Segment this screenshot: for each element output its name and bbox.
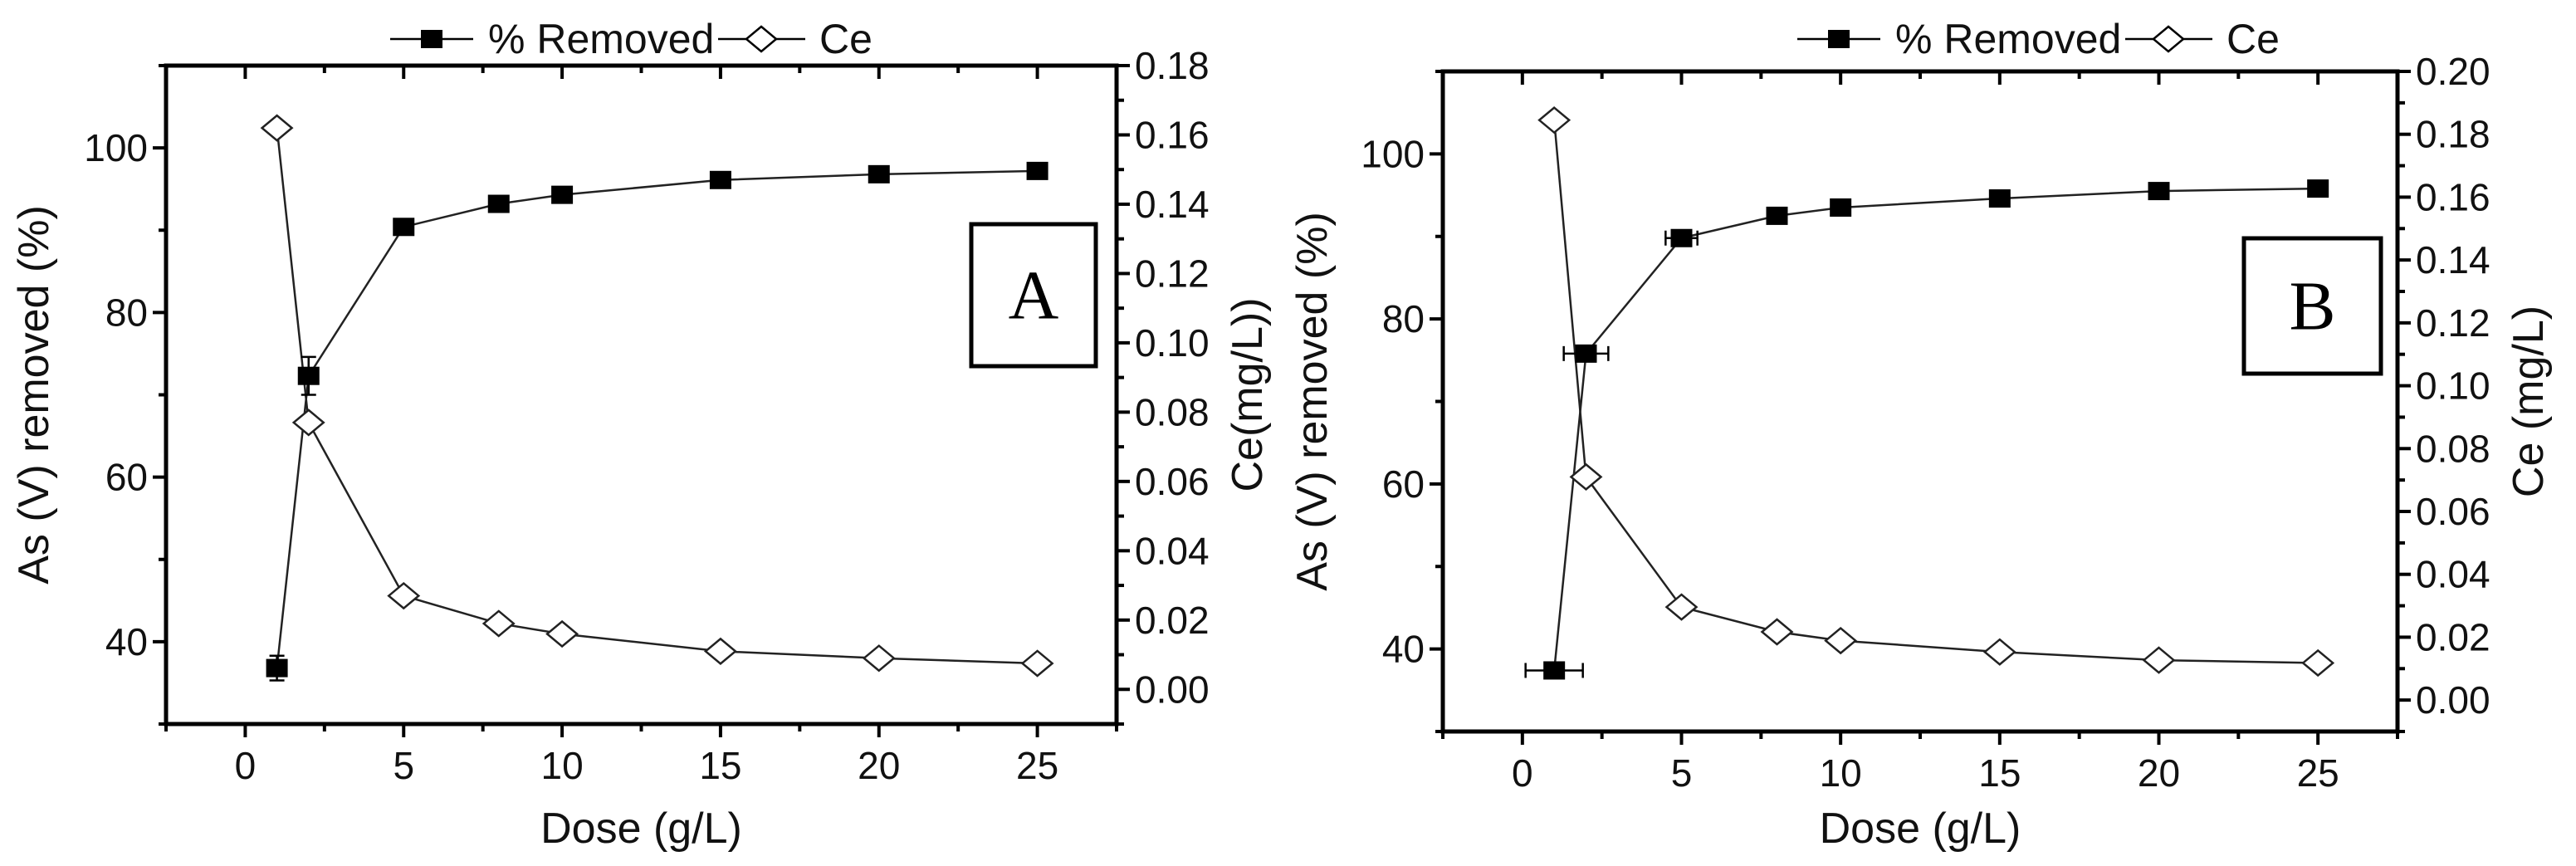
y-tick-label: 60 xyxy=(105,456,148,499)
y2-tick-label: 0.08 xyxy=(1135,390,1210,433)
marker-ce xyxy=(1664,593,1699,621)
marker-removed xyxy=(2148,182,2170,201)
marker-ce xyxy=(387,581,421,610)
marker-ce xyxy=(1982,638,2016,666)
panel-label-box xyxy=(969,222,1098,369)
marker-ce xyxy=(1569,462,1603,491)
marker-ce xyxy=(703,637,737,665)
y2-tick-label: 0.18 xyxy=(2416,113,2490,156)
x-tick-label: 15 xyxy=(699,744,741,787)
series-line-removed xyxy=(1552,187,2319,671)
legend-label-ce: Ce xyxy=(2227,16,2280,62)
marker-removed xyxy=(551,185,574,204)
marker-ce xyxy=(545,619,579,648)
marker-ce xyxy=(1760,618,1794,646)
legend-label-ce: Ce xyxy=(819,16,873,62)
y-axis-title: As (V) removed (%) xyxy=(10,205,58,585)
x-tick-label: 10 xyxy=(540,744,583,787)
y2-tick-label: 0.02 xyxy=(1135,599,1210,642)
x-tick-label: 0 xyxy=(1512,751,1533,795)
marker-ce xyxy=(1824,626,1858,655)
y2-tick-label: 0.14 xyxy=(2416,238,2490,281)
panel-label: B xyxy=(2289,268,2335,345)
x-tick-label: 20 xyxy=(858,744,900,787)
y2-tick-label: 0.02 xyxy=(2416,615,2490,658)
x-axis-title: Dose (g/L) xyxy=(540,805,742,853)
series-line-ce xyxy=(1552,120,2319,664)
x-tick-label: 20 xyxy=(2138,751,2180,795)
marker-removed xyxy=(1575,344,1597,363)
y2-tick-label: 0.14 xyxy=(1135,183,1210,226)
marker-removed xyxy=(868,164,890,183)
marker-removed xyxy=(1766,206,1788,225)
marker-removed xyxy=(2307,179,2329,198)
marker-ce xyxy=(862,644,896,673)
legend-marker-ce xyxy=(2152,25,2185,53)
y2-axis-title: Ce(mg/L)) xyxy=(1224,297,1272,492)
y2-tick-label: 0.18 xyxy=(1135,44,1210,87)
y-tick-label: 100 xyxy=(84,126,148,169)
marker-ce xyxy=(2142,646,2176,674)
plot-frame xyxy=(1440,69,2400,734)
chart-panel-b: 0 5 10 15 20 25 40 60 80 100 0.00 0.02 0.04 0.06 0.08 0… xyxy=(1288,16,2553,853)
y2-tick-label: 0.16 xyxy=(1135,113,1210,156)
x-tick-label: 5 xyxy=(393,744,414,787)
legend-marker-removed xyxy=(1828,30,1850,48)
x-tick-label: 10 xyxy=(1820,751,1862,795)
panel-label-box xyxy=(2241,236,2383,376)
y2-axis-title: Ce (mg/L) xyxy=(2505,306,2553,497)
series-line-ce xyxy=(276,127,1038,665)
x-axis-title: Dose (g/L) xyxy=(1820,805,2021,853)
chart-panel-a: 0 5 10 15 20 25 40 60 80 100 0.00 0.02 0.04 0.06 0.08 0… xyxy=(10,16,1272,853)
y2-tick-label: 0.00 xyxy=(2416,678,2490,722)
marker-ce xyxy=(291,409,325,437)
marker-removed xyxy=(1543,661,1566,680)
y-tick-label: 40 xyxy=(1382,628,1425,671)
legend-label-removed: % Removed xyxy=(1895,16,2121,62)
y2-tick-label: 0.10 xyxy=(2416,365,2490,408)
y-tick-label: 100 xyxy=(1361,132,1425,175)
legend-marker-ce xyxy=(745,25,778,53)
y2-tick-label: 0.10 xyxy=(1135,321,1210,365)
x-tick-label: 0 xyxy=(235,744,257,787)
y-tick-label: 80 xyxy=(1382,297,1425,340)
marker-removed xyxy=(1988,189,2011,208)
series-line-removed xyxy=(276,169,1038,668)
marker-ce xyxy=(1020,649,1054,678)
legend-label-removed: % Removed xyxy=(488,16,714,62)
y2-tick-label: 0.06 xyxy=(2416,490,2490,533)
y2-tick-label: 0.00 xyxy=(1135,668,1210,711)
y-tick-label: 40 xyxy=(105,620,148,663)
marker-ce xyxy=(260,114,294,142)
y2-tick-label: 0.20 xyxy=(2416,50,2490,93)
marker-removed xyxy=(393,218,415,237)
y2-tick-label: 0.06 xyxy=(1135,460,1210,503)
legend-marker-removed xyxy=(421,30,442,48)
y2-tick-label: 0.12 xyxy=(1135,252,1210,295)
x-tick-label: 5 xyxy=(1671,751,1693,795)
panel-label: A xyxy=(1009,257,1059,335)
marker-removed xyxy=(297,366,320,385)
y2-tick-label: 0.04 xyxy=(2416,553,2490,596)
marker-removed xyxy=(487,194,510,213)
x-tick-label: 25 xyxy=(1016,744,1058,787)
marker-removed xyxy=(1670,228,1693,247)
y-axis-title: As (V) removed (%) xyxy=(1288,212,1337,591)
y2-tick-label: 0.12 xyxy=(2416,301,2490,345)
marker-removed xyxy=(709,170,731,189)
marker-ce xyxy=(1537,106,1572,135)
y-tick-label: 80 xyxy=(105,291,148,334)
y2-tick-label: 0.16 xyxy=(2416,175,2490,218)
x-tick-label: 25 xyxy=(2297,751,2339,795)
x-tick-label: 15 xyxy=(1978,751,2021,795)
marker-ce xyxy=(481,609,516,638)
y2-tick-label: 0.04 xyxy=(1135,529,1210,572)
marker-ce xyxy=(2301,648,2335,678)
marker-removed xyxy=(266,658,288,678)
y2-tick-label: 0.08 xyxy=(2416,427,2490,470)
y-tick-label: 60 xyxy=(1382,462,1425,506)
marker-removed xyxy=(1830,198,1852,217)
marker-removed xyxy=(1026,161,1048,180)
